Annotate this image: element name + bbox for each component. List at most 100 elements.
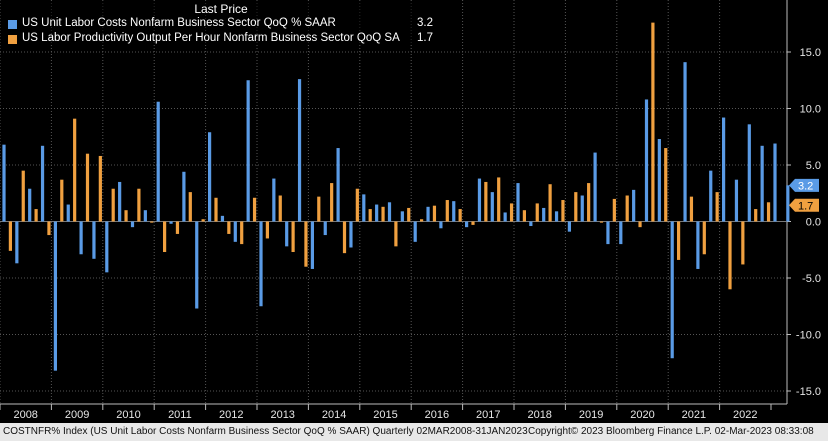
bar-unit-labor-costs [734,179,739,222]
bar-labor-productivity [432,205,437,222]
last-value-tag-blue [789,178,819,192]
bar-labor-productivity [381,206,385,222]
bar-labor-productivity [471,221,475,225]
bar-labor-productivity [137,188,141,222]
legend-label: US Labor Productivity Output Per Hour No… [22,32,400,44]
bar-unit-labor-costs [79,221,83,255]
footer-copyright: Copyright© 2023 Bloomberg Finance L.P. 0… [528,426,814,437]
bar-labor-productivity [715,192,719,222]
bar-labor-productivity [34,209,38,222]
bar-unit-labor-costs [195,221,199,309]
bar-unit-labor-costs [554,211,559,222]
bar-unit-labor-costs [233,221,237,242]
bar-labor-productivity [60,179,64,222]
legend-swatch-orange [8,35,17,44]
bar-labor-productivity [766,202,771,222]
bar-unit-labor-costs [2,144,6,222]
bar-unit-labor-costs [336,148,340,222]
legend-entry-labor-productivity[interactable]: US Labor Productivity Output Per Hour No… [3,32,437,47]
legend-swatch-blue [8,20,17,29]
bar-unit-labor-costs [619,221,623,245]
bar-labor-productivity [304,221,308,267]
bar-unit-labor-costs [747,124,751,222]
bar-labor-productivity [342,221,347,254]
bar-labor-productivity [548,184,552,222]
x-tick-label: 2019 [579,409,603,421]
y-tick-label: 0.0 [806,217,821,229]
bar-unit-labor-costs [259,221,263,307]
bar-labor-productivity [587,183,591,222]
bar-labor-productivity [420,219,424,222]
bar-unit-labor-costs [130,221,135,228]
legend-entry-unit-labor-costs[interactable]: US Unit Labor Costs Nonfarm Business Sec… [3,17,437,32]
bar-labor-productivity [407,207,411,222]
bar-unit-labor-costs [786,185,790,222]
bar-unit-labor-costs [657,139,661,222]
bar-labor-productivity [702,221,706,255]
bar-labor-productivity [163,221,167,253]
y-tick-label: 15.0 [800,47,821,59]
last-value-tag-orange [789,198,819,212]
bar-unit-labor-costs [375,204,379,222]
x-tick-label: 2009 [65,409,89,421]
bar-unit-labor-costs [516,183,520,222]
bar-unit-labor-costs [105,221,109,273]
bar-labor-productivity [252,197,257,222]
bar-unit-labor-costs [606,221,610,245]
bar-unit-labor-costs [773,143,777,222]
bar-unit-labor-costs [40,145,45,222]
bar-unit-labor-costs [722,117,726,222]
bar-labor-productivity [175,221,180,234]
bar-labor-productivity [214,197,218,222]
bar-labor-productivity [522,210,526,222]
bar-labor-productivity [201,219,205,222]
x-tick-label: 2012 [219,409,243,421]
x-tick-label: 2016 [425,409,449,421]
bar-labor-productivity [394,221,398,247]
bar-labor-productivity [677,221,681,260]
bar-unit-labor-costs [490,192,494,222]
bar-unit-labor-costs [297,79,302,222]
x-tick-label: 2013 [270,409,294,421]
legend: Last Price US Unit Labor Costs Nonfarm B… [3,1,439,45]
bar-unit-labor-costs [439,221,443,229]
bar-unit-labor-costs [709,170,713,222]
bar-labor-productivity [728,221,732,290]
bar-labor-productivity [8,221,12,251]
x-tick-label: 2018 [527,409,551,421]
bar-labor-productivity [458,209,462,222]
bar-unit-labor-costs [323,221,327,236]
bar-unit-labor-costs [285,221,289,247]
bar-labor-productivity [754,209,758,222]
bar-unit-labor-costs [28,188,32,222]
bar-unit-labor-costs [220,215,225,222]
legend-last-value: 1.7 [417,32,433,44]
bar-labor-productivity [330,183,334,222]
bar-unit-labor-costs [503,212,507,222]
bar-labor-productivity [21,170,25,222]
bar-unit-labor-costs [310,221,314,269]
x-tick-label: 2021 [682,409,706,421]
bar-labor-productivity [638,221,642,228]
bar-unit-labor-costs [169,221,173,224]
legend-label: US Unit Labor Costs Nonfarm Business Sec… [22,17,336,29]
bar-unit-labor-costs [400,211,404,222]
bar-labor-productivity [612,198,616,222]
x-tick-label: 2022 [733,409,757,421]
bar-labor-productivity [355,188,359,222]
bar-unit-labor-costs [156,101,160,222]
bar-labor-productivity [73,118,77,222]
y-tick-label: 20.0 [800,0,821,3]
x-tick-label: 2015 [373,409,397,421]
x-tick-label: 2014 [322,409,346,421]
bar-unit-labor-costs [182,171,186,222]
legend-last-value: 3.2 [417,17,433,29]
bar-unit-labor-costs [760,145,764,222]
bar-unit-labor-costs [542,207,546,222]
bar-labor-productivity [111,188,115,222]
footer-source: COSTNFR% Index (US Unit Labor Costs Nonf… [3,426,528,437]
bar-labor-productivity [317,196,321,222]
bar-labor-productivity [445,200,449,222]
